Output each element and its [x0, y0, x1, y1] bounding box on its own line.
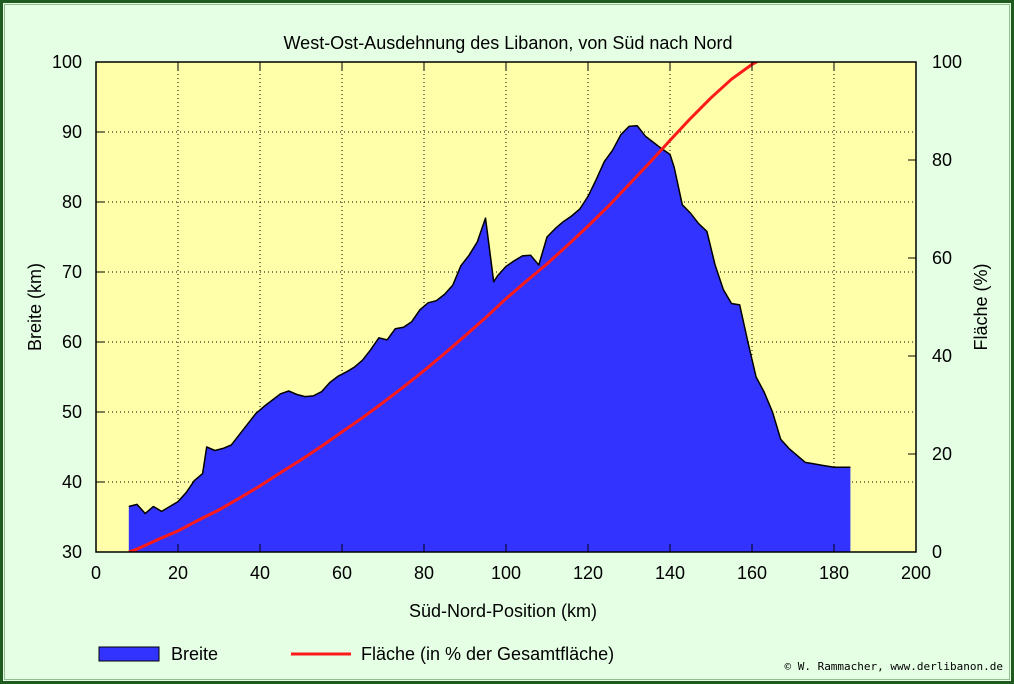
y-right-axis-ticks: 0 20 40 60 80 100 — [908, 52, 962, 562]
y-left-tick-label: 40 — [62, 472, 82, 492]
y-right-tick-label: 100 — [932, 52, 962, 72]
legend-flaeche-label: Fläche (in % der Gesamtfläche) — [361, 644, 614, 664]
x-tick-label: 200 — [901, 563, 931, 583]
series-breite-area — [128, 125, 851, 552]
legend: Breite Fläche (in % der Gesamtfläche) — [98, 644, 614, 664]
chart-svg: West-Ost-Ausdehnung des Libanon, von Süd… — [25, 33, 991, 664]
y-left-tick-label: 100 — [52, 52, 82, 72]
y-left-tick-label: 30 — [62, 542, 82, 562]
area-layer — [128, 124, 851, 552]
y-left-axis-ticks: 30 40 50 60 70 80 90 100 — [52, 52, 104, 562]
x-tick-label: 80 — [414, 563, 434, 583]
x-tick-label: 100 — [491, 563, 521, 583]
x-axis-ticks: 0 20 40 60 80 100 120 140 160 180 200 — [91, 62, 931, 583]
copyright-notice: © W. Rammacher, www.derlibanon.de — [784, 660, 1003, 673]
legend-breite-label: Breite — [171, 644, 218, 664]
y-right-tick-label: 20 — [932, 444, 952, 464]
x-tick-label: 120 — [573, 563, 603, 583]
x-tick-label: 160 — [737, 563, 767, 583]
y-right-tick-label: 0 — [932, 542, 942, 562]
y-left-axis-label: Breite (km) — [25, 263, 45, 351]
x-tick-label: 180 — [819, 563, 849, 583]
line-layer — [128, 62, 760, 552]
y-right-tick-label: 60 — [932, 248, 952, 268]
x-tick-label: 140 — [655, 563, 685, 583]
series-breite-outline — [128, 124, 851, 515]
y-left-tick-label: 80 — [62, 192, 82, 212]
chart-title: West-Ost-Ausdehnung des Libanon, von Süd… — [284, 33, 733, 53]
x-tick-label: 40 — [250, 563, 270, 583]
series-flaeche-line — [128, 62, 760, 552]
y-left-tick-label: 90 — [62, 122, 82, 142]
legend-breite-swatch — [98, 646, 160, 662]
x-tick-label: 60 — [332, 563, 352, 583]
x-tick-label: 0 — [91, 563, 101, 583]
y-left-tick-label: 50 — [62, 402, 82, 422]
y-right-tick-label: 40 — [932, 346, 952, 366]
y-right-tick-label: 80 — [932, 150, 952, 170]
x-axis-label: Süd-Nord-Position (km) — [409, 601, 597, 621]
x-tick-label: 20 — [168, 563, 188, 583]
y-left-tick-label: 70 — [62, 262, 82, 282]
y-left-tick-label: 60 — [62, 332, 82, 352]
y-right-axis-label: Fläche (%) — [971, 263, 991, 350]
chart-inner-border — [4, 4, 1010, 680]
